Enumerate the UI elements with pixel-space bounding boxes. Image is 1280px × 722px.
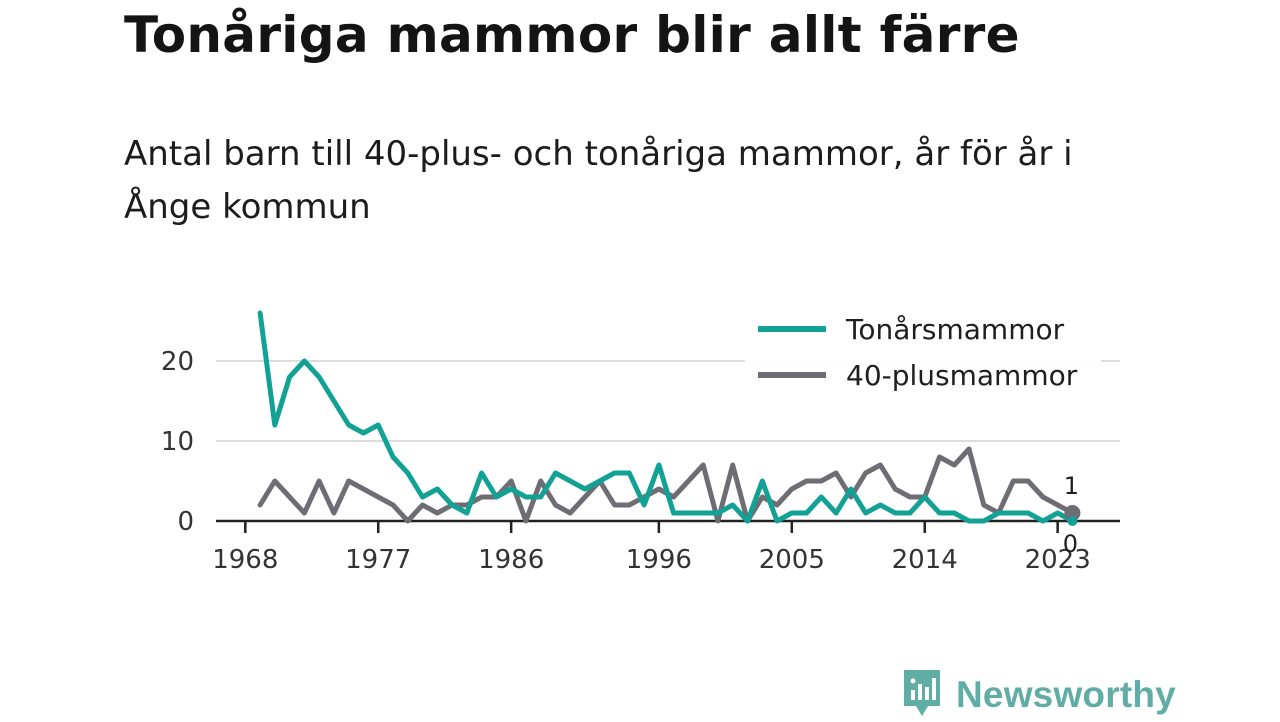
series-lines [257, 310, 1075, 524]
brand-name: Newsworthy [956, 674, 1176, 715]
legend-label-tonarsmammor: Tonårsmammor [845, 313, 1065, 346]
newsworthy-logo-icon [902, 668, 942, 722]
y-tick-label-0: 0 [177, 507, 194, 537]
chart-subtitle: Antal barn till 40-plus- och tonåriga ma… [124, 134, 1073, 227]
y-tick-label-10: 10 [161, 427, 194, 457]
x-tick-label-2014: 2014 [892, 545, 958, 575]
x-tick-label-1986: 1986 [478, 545, 544, 575]
x-axis: 1968 1977 1986 1996 2005 2014 2023 [212, 521, 1091, 575]
x-tick-label-1996: 1996 [626, 545, 692, 575]
y-axis: 0 10 20 [161, 347, 194, 537]
end-markers: 10 [1063, 472, 1081, 558]
end-label-40-plusmammor: 1 [1064, 472, 1079, 500]
legend-label-40-plusmammor: 40-plusmammor [846, 359, 1078, 392]
end-point-40-plusmammor [1064, 505, 1081, 521]
x-tick-label-2005: 2005 [759, 545, 825, 575]
end-label-tonarsmammor: 0 [1063, 530, 1078, 558]
legend-background [745, 305, 1101, 401]
end-point-tonarsmammor [1067, 516, 1078, 526]
x-tick-label-1968: 1968 [212, 545, 278, 575]
chart-title: Tonåriga mammor blir allt färre [124, 6, 1020, 64]
brand: Newsworthy [902, 668, 1176, 722]
series-line-tonarsmammor [257, 310, 1075, 524]
x-tick-label-2023: 2023 [1025, 545, 1091, 575]
legend: Tonårsmammor 40-plusmammor [745, 305, 1101, 401]
x-tick-label-1977: 1977 [345, 545, 411, 575]
y-tick-label-20: 20 [161, 347, 194, 377]
